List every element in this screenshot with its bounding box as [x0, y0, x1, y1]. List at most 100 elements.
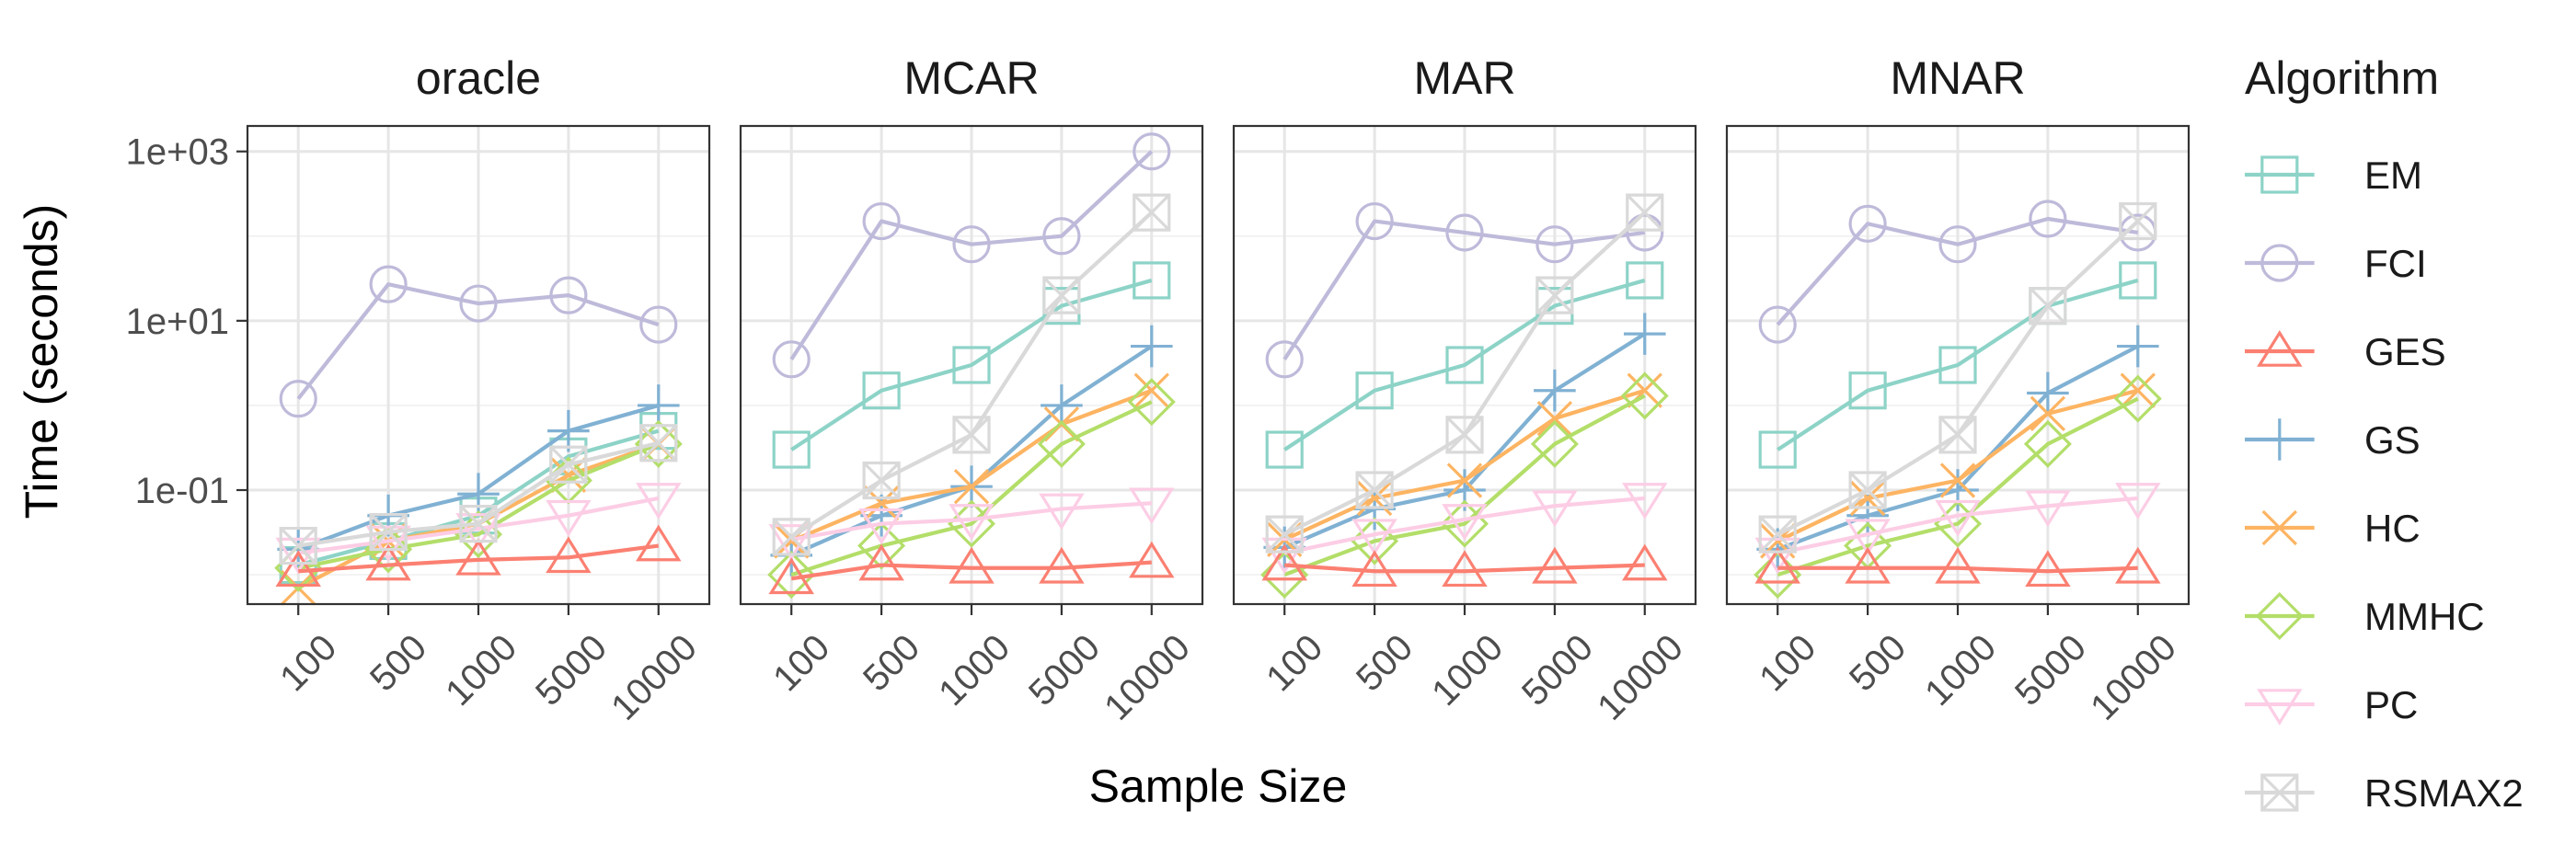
panel-title-mcar: MCAR: [903, 52, 1039, 104]
legend-key-marker-gs: [2259, 418, 2301, 461]
point-fci-10000: [1133, 132, 1171, 171]
series-line-ges: [790, 560, 1152, 581]
point-gs-5000: [547, 409, 590, 452]
series-fci-mnar: [1758, 200, 2157, 344]
point-rsmax2-1000: [459, 505, 498, 543]
point-hc-1000: [1939, 462, 1976, 498]
point-em-500: [1848, 371, 1887, 410]
point-gs-10000: [2116, 325, 2159, 368]
series-rsmax2-mar: [1265, 193, 1664, 554]
point-em-10000: [1133, 261, 1171, 300]
legend-label-ges: GES: [2364, 330, 2446, 373]
point-rsmax2-1000: [952, 416, 991, 454]
point-pc-100: [1754, 537, 1800, 575]
series-line-ges: [298, 543, 660, 574]
point-pc-1000: [949, 504, 995, 541]
point-em-500: [1355, 371, 1394, 410]
point-gs-10000: [637, 384, 680, 427]
legend-item-rsmax2: RSMAX2: [2245, 771, 2524, 815]
series-fci-mcar: [772, 132, 1171, 379]
point-pc-500: [1845, 519, 1891, 556]
point-em-100: [1758, 430, 1797, 469]
point-em-1000: [952, 346, 991, 384]
point-mmhc-100: [767, 551, 816, 599]
point-mmhc-5000: [2023, 419, 2072, 468]
point-ges-100: [275, 550, 321, 588]
legend-key-marker-fci: [2260, 244, 2299, 282]
point-pc-10000: [636, 483, 682, 520]
point-hc-10000: [1133, 372, 1169, 408]
point-fci-100: [1265, 340, 1304, 379]
point-pc-5000: [1532, 490, 1578, 528]
point-em-100: [772, 430, 811, 469]
series-line-pc: [1283, 496, 1645, 555]
series-em-mnar: [1758, 261, 2157, 469]
point-ges-10000: [1622, 543, 1668, 581]
point-rsmax2-500: [369, 512, 408, 552]
point-fci-1000: [1938, 225, 1977, 264]
legend-label-gs: GS: [2364, 418, 2421, 462]
point-fci-100: [279, 380, 317, 418]
legend: Algorithm EM FCI GES GS HC MMHC PC RSMAX2: [2245, 52, 2524, 815]
point-rsmax2-500: [862, 461, 901, 500]
point-mmhc-10000: [634, 419, 683, 468]
y-tick-label-1e-01: 1e+01: [126, 302, 229, 342]
point-rsmax2-5000: [1535, 276, 1574, 314]
point-pc-500: [1351, 519, 1397, 556]
series-fci-oracle: [279, 265, 678, 418]
point-pc-500: [858, 508, 904, 545]
point-hc-500: [1356, 480, 1393, 517]
legend-label-hc: HC: [2364, 507, 2421, 550]
point-fci-1000: [952, 225, 991, 264]
point-hc-1000: [1446, 462, 1483, 498]
point-fci-500: [1848, 204, 1887, 243]
series-ges-mnar: [1754, 546, 2161, 588]
point-fci-100: [772, 340, 811, 379]
point-em-500: [862, 371, 901, 410]
legend-key-marker-mmhc: [2255, 591, 2304, 641]
series-rsmax2-oracle: [279, 424, 678, 565]
legend-key-marker-em: [2260, 155, 2299, 194]
point-gs-500: [1846, 494, 1889, 537]
series-line-pc: [297, 496, 660, 555]
point-rsmax2-500: [1355, 471, 1394, 509]
point-pc-100: [768, 524, 814, 561]
point-hc-1000: [953, 469, 990, 505]
point-hc-5000: [1536, 401, 1573, 437]
series-line-pc: [790, 501, 1152, 542]
point-rsmax2-1000: [1445, 416, 1484, 454]
point-rsmax2-100: [279, 526, 317, 565]
series-line-em: [1283, 278, 1646, 451]
point-ges-1000: [455, 538, 501, 576]
series-hc-mnar: [1760, 372, 2156, 559]
point-ges-100: [1261, 543, 1307, 581]
point-pc-5000: [546, 499, 592, 537]
point-fci-5000: [2029, 200, 2067, 238]
point-ges-500: [858, 543, 904, 581]
legend-label-pc: PC: [2364, 683, 2418, 726]
point-rsmax2-10000: [1133, 193, 1171, 232]
legend-item-em: EM: [2245, 154, 2422, 197]
point-pc-10000: [1129, 487, 1175, 525]
point-rsmax2-100: [1265, 515, 1304, 554]
point-mmhc-5000: [1037, 419, 1086, 468]
point-fci-10000: [639, 305, 678, 344]
series-line-pc: [1777, 496, 2138, 555]
point-hc-500: [1849, 480, 1886, 517]
point-ges-5000: [1532, 546, 1578, 584]
series-ges-oracle: [275, 524, 682, 588]
point-rsmax2-1000: [1938, 416, 1977, 454]
point-em-10000: [1626, 261, 1664, 300]
point-rsmax2-500: [1848, 471, 1887, 509]
point-rsmax2-100: [772, 518, 811, 556]
point-gs-10000: [1623, 313, 1666, 355]
point-pc-100: [1261, 537, 1307, 575]
point-fci-1000: [1445, 213, 1484, 252]
legend-item-gs: GS: [2245, 418, 2421, 462]
point-hc-10000: [2120, 372, 2156, 408]
point-rsmax2-10000: [639, 424, 678, 462]
legend-item-pc: PC: [2245, 683, 2418, 726]
legend-label-mmhc: MMHC: [2364, 595, 2485, 638]
series-line-mmhc: [297, 441, 660, 570]
